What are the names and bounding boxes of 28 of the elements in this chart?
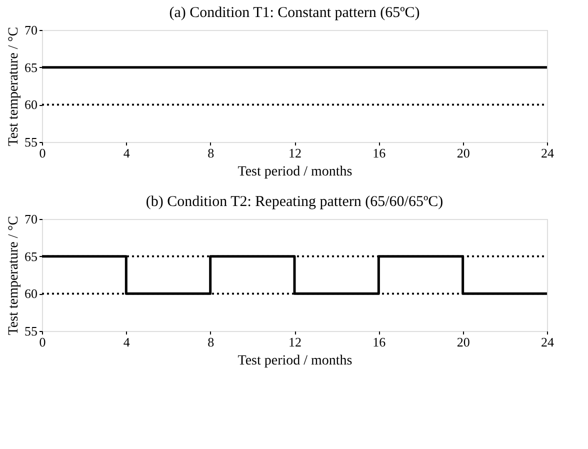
x-tick-label: 0 bbox=[39, 146, 46, 160]
x-tick-label: 24 bbox=[541, 146, 554, 160]
x-tick-label: 20 bbox=[456, 146, 470, 160]
y-tick-label: 70 bbox=[24, 22, 38, 38]
y-tick-label: 65 bbox=[24, 60, 38, 75]
y-axis-title: Test temperature / °C bbox=[6, 26, 22, 146]
y-tick-label: 55 bbox=[24, 324, 38, 338]
x-tick-label: 8 bbox=[208, 146, 214, 160]
x-tick-label: 0 bbox=[39, 334, 46, 350]
x-tick-label: 20 bbox=[456, 334, 470, 350]
x-tick-label: 4 bbox=[123, 334, 130, 350]
x-tick-label: 24 bbox=[541, 334, 554, 350]
x-axis-title: Test period / months bbox=[238, 164, 352, 180]
x-axis-title: Test period / months bbox=[238, 354, 352, 368]
y-tick-label: 70 bbox=[24, 212, 38, 226]
y-tick-label: 60 bbox=[24, 97, 38, 112]
y-tick-label: 60 bbox=[24, 286, 38, 302]
x-tick-label: 16 bbox=[372, 146, 386, 160]
x-tick-label: 4 bbox=[123, 146, 130, 160]
y-tick-label: 55 bbox=[24, 134, 38, 150]
x-tick-label: 12 bbox=[288, 146, 302, 160]
chart-title: (a) Condition T1: Constant pattern (65ºC) bbox=[169, 5, 420, 21]
y-tick-label: 65 bbox=[24, 248, 38, 264]
y-axis-title: Test temperature / °C bbox=[6, 216, 22, 336]
x-tick-label: 8 bbox=[208, 334, 214, 350]
x-tick-label: 16 bbox=[372, 334, 386, 350]
chart-title: (b) Condition T2: Repeating pattern (65/60/65ºC) bbox=[146, 194, 444, 210]
x-tick-label: 12 bbox=[288, 334, 302, 350]
